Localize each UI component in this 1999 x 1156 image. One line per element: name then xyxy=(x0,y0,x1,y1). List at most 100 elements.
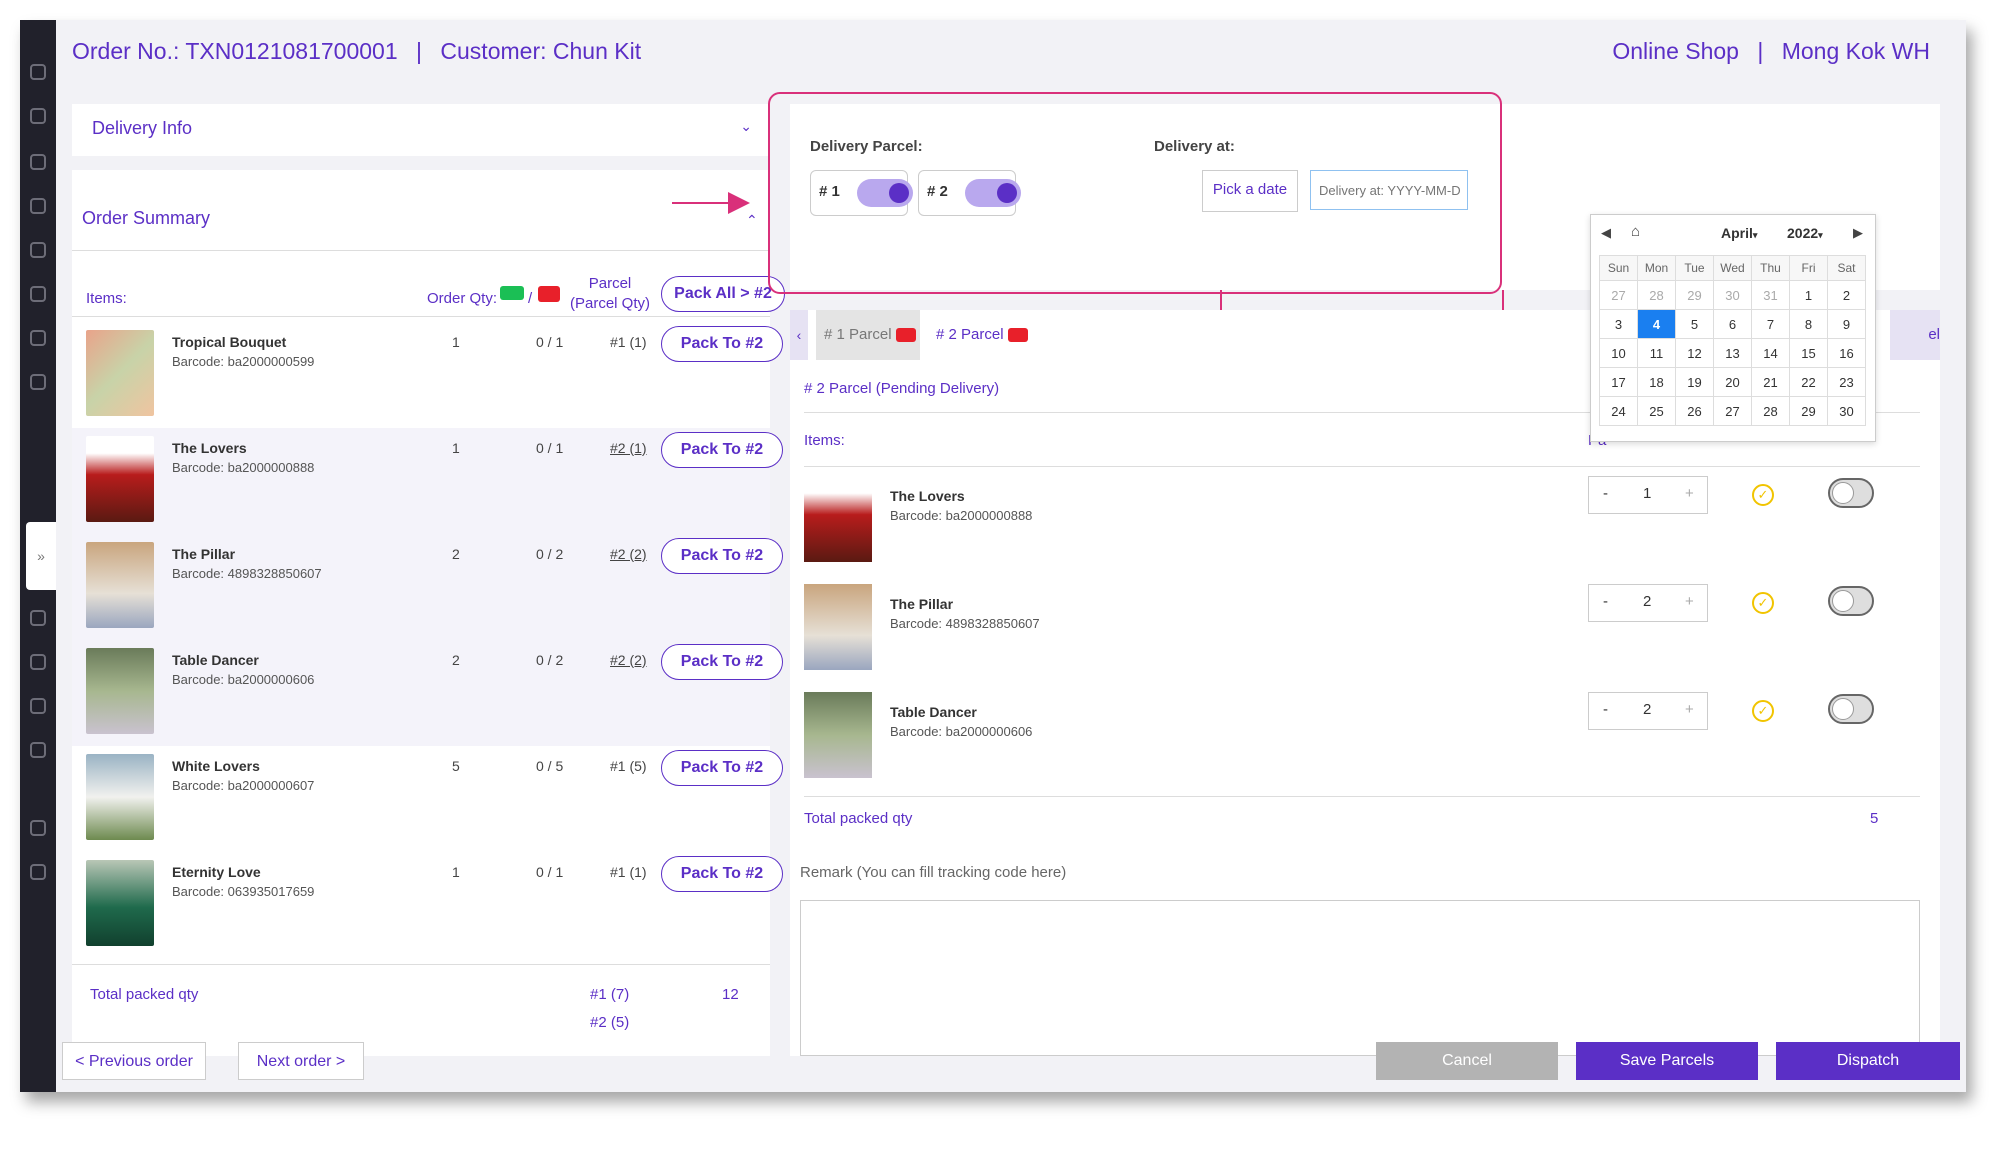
previous-order-button[interactable]: < Previous order xyxy=(62,1042,206,1080)
calendar-day[interactable]: 3 xyxy=(1599,309,1638,339)
item-toggle[interactable] xyxy=(1828,694,1874,724)
home-icon[interactable]: ⌂ xyxy=(1631,223,1641,240)
calendar-day[interactable]: 27 xyxy=(1599,280,1638,310)
package-icon[interactable] xyxy=(30,198,46,214)
chevron-down-icon[interactable]: ⌄ xyxy=(740,118,752,134)
calendar-day[interactable]: 13 xyxy=(1713,338,1752,368)
pack-to-2-button[interactable]: Pack To #2 xyxy=(661,750,783,786)
list-icon[interactable] xyxy=(30,154,46,170)
plus-button[interactable]: + xyxy=(1685,485,1694,502)
parcel-2-toggle[interactable] xyxy=(965,179,1021,207)
chevron-up-icon[interactable]: ⌃ xyxy=(746,212,758,228)
calendar-day[interactable]: 16 xyxy=(1827,338,1866,368)
parcel-qty-link[interactable]: #2 (2) xyxy=(610,546,647,562)
calendar-day[interactable]: 9 xyxy=(1827,309,1866,339)
calendar-day[interactable]: 30 xyxy=(1713,280,1752,310)
calendar-day[interactable]: 18 xyxy=(1637,367,1676,397)
calendar-day[interactable]: 5 xyxy=(1675,309,1714,339)
prev-month-icon[interactable]: ◀ xyxy=(1601,225,1611,240)
parcel-1-toggle[interactable] xyxy=(857,179,913,207)
qty-stepper[interactable]: - 2 + xyxy=(1588,584,1708,622)
pack-to-2-button[interactable]: Pack To #2 xyxy=(661,432,783,468)
home-icon[interactable] xyxy=(30,286,46,302)
remark-textarea[interactable] xyxy=(800,900,1920,1056)
calendar-day[interactable]: 1 xyxy=(1789,280,1828,310)
month-select[interactable]: April▾ xyxy=(1721,225,1758,241)
calendar-day[interactable]: 29 xyxy=(1789,396,1828,426)
calendar-day[interactable]: 28 xyxy=(1637,280,1676,310)
pack-to-2-button[interactable]: Pack To #2 xyxy=(661,538,783,574)
item-toggle[interactable] xyxy=(1828,478,1874,508)
pack-to-2-button[interactable]: Pack To #2 xyxy=(661,856,783,892)
minus-button[interactable]: - xyxy=(1603,593,1608,610)
divider xyxy=(804,796,1920,797)
qty-stepper[interactable]: - 2 + xyxy=(1588,692,1708,730)
pack-to-2-button[interactable]: Pack To #2 xyxy=(661,326,783,362)
calendar-day[interactable]: 31 xyxy=(1751,280,1790,310)
calendar-day[interactable]: 21 xyxy=(1751,367,1790,397)
calendar-day[interactable]: 6 xyxy=(1713,309,1752,339)
calendar-day[interactable]: 19 xyxy=(1675,367,1714,397)
tab-parcel-1[interactable]: # 1 Parcel xyxy=(816,310,920,360)
gear-icon[interactable] xyxy=(30,820,46,836)
calendar-day[interactable]: 23 xyxy=(1827,367,1866,397)
chart-icon[interactable] xyxy=(30,654,46,670)
clock-icon[interactable] xyxy=(30,610,46,626)
calendar-day[interactable]: 14 xyxy=(1751,338,1790,368)
product-thumbnail xyxy=(86,436,154,522)
tab-parcel-2[interactable]: # 2 Parcel xyxy=(928,310,1032,360)
parcel-items-label: Items: xyxy=(804,432,845,449)
calendar-day[interactable]: 20 xyxy=(1713,367,1752,397)
pack-all-button[interactable]: Pack All > #2 xyxy=(661,276,785,312)
calendar-day[interactable]: 8 xyxy=(1789,309,1828,339)
packed-qty: 0 / 1 xyxy=(536,440,564,456)
user-icon[interactable] xyxy=(30,330,46,346)
calendar-day[interactable]: 24 xyxy=(1599,396,1638,426)
qty-stepper[interactable]: - 1 + xyxy=(1588,476,1708,514)
calendar-day[interactable]: 25 xyxy=(1637,396,1676,426)
year-select[interactable]: 2022▾ xyxy=(1787,225,1823,241)
calendar-day[interactable]: 12 xyxy=(1675,338,1714,368)
calendar-icon[interactable] xyxy=(30,242,46,258)
item-name: White Lovers xyxy=(172,758,260,774)
parcel-qty: #1 (5) xyxy=(610,758,647,774)
plus-button[interactable]: + xyxy=(1685,701,1694,718)
calendar-day[interactable]: 28 xyxy=(1751,396,1790,426)
calendar-day[interactable]: 11 xyxy=(1637,338,1676,368)
calendar-day[interactable]: 15 xyxy=(1789,338,1828,368)
pick-date-button[interactable]: Pick a date xyxy=(1202,170,1298,212)
calendar-day[interactable]: 30 xyxy=(1827,396,1866,426)
calendar-day[interactable]: 17 xyxy=(1599,367,1638,397)
calendar-day[interactable]: 29 xyxy=(1675,280,1714,310)
cancel-button[interactable]: Cancel xyxy=(1376,1042,1558,1080)
store-icon[interactable] xyxy=(30,742,46,758)
calendar-day[interactable]: 7 xyxy=(1751,309,1790,339)
cart-icon[interactable] xyxy=(30,64,46,80)
parcel-qty-link[interactable]: #2 (2) xyxy=(610,652,647,668)
calendar-day[interactable]: 10 xyxy=(1599,338,1638,368)
calendar-day[interactable]: 2 xyxy=(1827,280,1866,310)
delivery-info-panel[interactable]: Delivery Info ⌄ xyxy=(72,104,770,156)
parcel-qty-link[interactable]: #2 (1) xyxy=(610,440,647,456)
pack-to-2-button[interactable]: Pack To #2 xyxy=(661,644,783,680)
next-month-icon[interactable]: ▶ xyxy=(1853,225,1863,240)
dispatch-button[interactable]: Dispatch xyxy=(1776,1042,1960,1080)
delivery-date-input[interactable] xyxy=(1310,170,1468,210)
sidebar-expand-toggle[interactable]: » xyxy=(26,522,56,590)
plus-button[interactable]: + xyxy=(1685,593,1694,610)
minus-button[interactable]: - xyxy=(1603,485,1608,502)
next-order-button[interactable]: Next order > xyxy=(238,1042,364,1080)
order-header: Order No.: TXN0121081700001 | Customer: … xyxy=(72,38,641,65)
box-icon[interactable] xyxy=(30,108,46,124)
report-icon[interactable] xyxy=(30,374,46,390)
device-icon[interactable] xyxy=(30,698,46,714)
calendar-day[interactable]: 26 xyxy=(1675,396,1714,426)
message-icon[interactable] xyxy=(30,864,46,880)
calendar-day[interactable]: 27 xyxy=(1713,396,1752,426)
minus-button[interactable]: - xyxy=(1603,701,1608,718)
calendar-day[interactable]: 22 xyxy=(1789,367,1828,397)
tabs-prev-arrow[interactable]: ‹ xyxy=(790,310,808,360)
calendar-day-selected[interactable]: 4 xyxy=(1637,309,1676,339)
item-toggle[interactable] xyxy=(1828,586,1874,616)
save-parcels-button[interactable]: Save Parcels xyxy=(1576,1042,1758,1080)
